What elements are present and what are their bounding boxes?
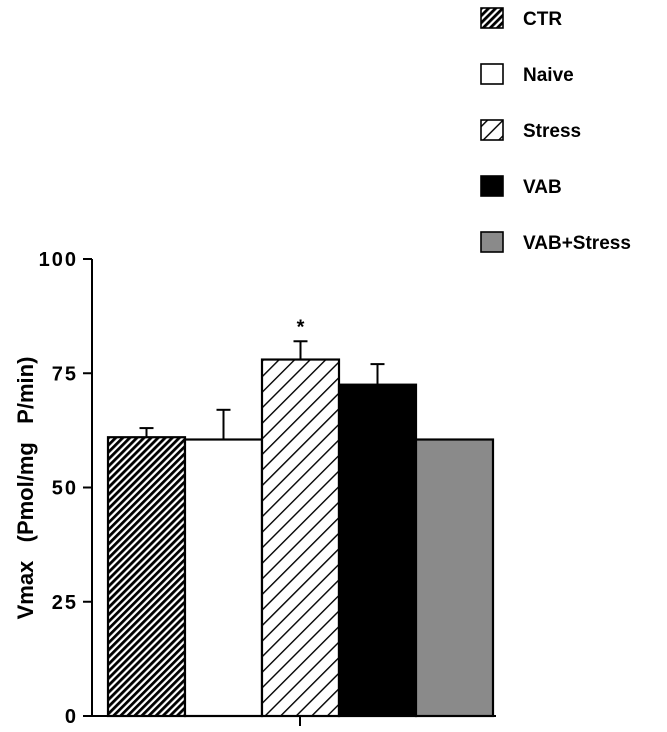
- bar-vab: [337, 383, 418, 718]
- bar-vab-stress: [414, 438, 495, 718]
- legend-label: Naive: [523, 65, 574, 86]
- y-tick-label: 0: [65, 706, 78, 728]
- y-tick-label: 75: [52, 363, 78, 385]
- legend-label: CTR: [523, 9, 562, 30]
- y-tick-label: 50: [52, 478, 78, 500]
- legend-label: Stress: [523, 121, 581, 142]
- legend-swatch: [480, 63, 504, 85]
- legend-label: VAB+Stress: [523, 233, 631, 254]
- legend-swatch: [480, 231, 504, 253]
- bar-naive: [183, 438, 264, 718]
- y-axis-label: Vmax (Pmol/mg P/min): [13, 357, 38, 620]
- legend: CTR Naive Stress VAB VAB+Stress: [480, 7, 631, 254]
- significance-marker: *: [297, 316, 305, 338]
- y-tick-label: 25: [52, 592, 78, 614]
- legend-swatch: [480, 7, 504, 29]
- y-tick-group: 0 25 50 75 100: [39, 249, 301, 728]
- legend-swatch: [480, 119, 504, 141]
- bars-group: *: [92, 316, 496, 718]
- legend-label: VAB: [523, 177, 562, 198]
- bar-stress: [260, 358, 341, 718]
- legend-swatch: [480, 175, 504, 197]
- y-tick-label: 100: [39, 249, 78, 271]
- bar-ctr: [106, 436, 187, 718]
